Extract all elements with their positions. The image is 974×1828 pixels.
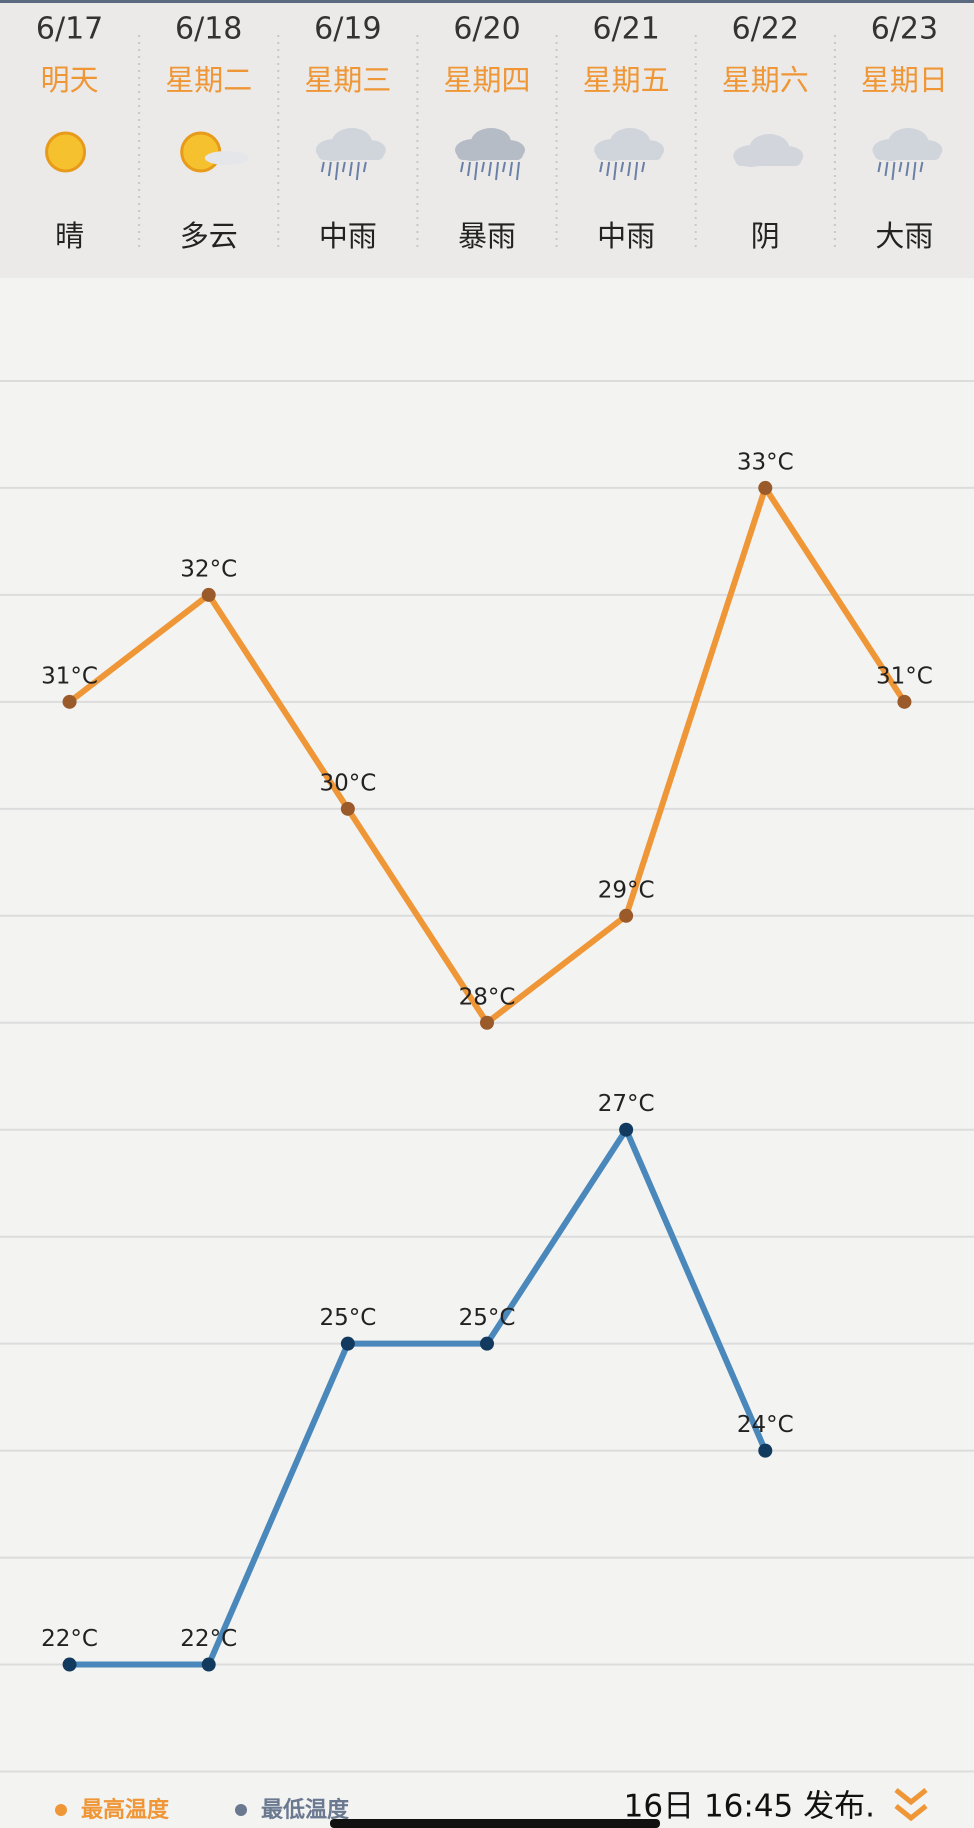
rain-drop: [516, 161, 520, 181]
rain-drop: [599, 161, 604, 173]
data-point: [897, 694, 912, 709]
rain-drop: [355, 161, 360, 181]
condition: 多云: [180, 219, 238, 253]
chart-bg: [0, 278, 974, 1828]
rain-drop: [891, 161, 896, 181]
cloud-part: [457, 148, 523, 160]
data-point: [480, 1015, 494, 1030]
home-indicator: [330, 1819, 660, 1828]
rain-drop: [606, 161, 611, 177]
more-chevron: [894, 1788, 928, 1822]
rain-drop: [481, 161, 485, 173]
data-point: [480, 1336, 494, 1351]
rain-drop: [884, 161, 889, 177]
sun-icon: [45, 131, 87, 173]
data-label: 27°C: [598, 1091, 655, 1117]
data-label: 31°C: [876, 663, 933, 689]
publish-time: 16日 16:45 发布.: [624, 1789, 875, 1825]
data-label: 22°C: [180, 1626, 237, 1652]
cloud-part: [204, 151, 249, 165]
rain-drop: [502, 161, 506, 173]
rain-drop: [467, 161, 471, 177]
rain-drop: [919, 161, 924, 173]
data-label: 25°C: [319, 1305, 376, 1331]
weekday: 星期六: [722, 63, 809, 97]
data-label: 25°C: [459, 1305, 516, 1331]
cloud-part: [596, 148, 663, 160]
data-label: 33°C: [737, 449, 794, 475]
rain-drop: [641, 161, 646, 173]
cloud-part: [317, 148, 384, 160]
rain-drop: [327, 161, 332, 177]
condition: 阴: [751, 219, 780, 253]
data-label: 24°C: [737, 1412, 794, 1438]
rain-drop: [320, 161, 325, 173]
condition: 暴雨: [458, 219, 516, 253]
legend-dot: [55, 1804, 67, 1816]
rain-drop: [634, 161, 639, 181]
condition: 中雨: [597, 219, 655, 253]
condition: 晴: [55, 219, 84, 253]
date: 6/22: [732, 12, 799, 47]
date: 6/19: [314, 12, 381, 47]
cloud-part: [874, 148, 941, 160]
condition: 大雨: [875, 219, 933, 253]
data-point: [201, 1657, 216, 1672]
data-point: [340, 801, 355, 816]
cloud-part: [735, 154, 802, 166]
rain-drop: [898, 161, 903, 173]
date: 6/20: [453, 12, 520, 47]
date: 6/23: [871, 12, 938, 47]
weekday: 星期日: [861, 63, 948, 97]
weekday: 星期五: [583, 63, 670, 97]
weekday: 明天: [41, 63, 99, 97]
rain-drop: [341, 161, 346, 173]
data-point: [619, 1122, 634, 1137]
rain-drop: [348, 161, 353, 177]
data-point: [340, 1336, 355, 1351]
rain-drop: [334, 161, 339, 181]
rain-drop: [905, 161, 910, 177]
date: 6/18: [175, 12, 242, 47]
rain-drop: [613, 161, 618, 181]
data-label: 31°C: [41, 663, 98, 689]
rain-drop: [509, 161, 513, 177]
data-point: [758, 480, 773, 495]
sun-icon: [180, 131, 222, 173]
data-point: [201, 587, 216, 602]
rain-drop: [912, 161, 917, 181]
rain-drop: [620, 161, 625, 173]
rain-drop: [877, 161, 882, 173]
rain-drop: [627, 161, 632, 177]
legend-label: 最低温度: [261, 1797, 350, 1823]
rain-drop: [495, 161, 499, 181]
data-point: [62, 694, 77, 709]
series-line: [69, 1126, 769, 1668]
top-bar: [0, 0, 974, 3]
data-label: 29°C: [598, 877, 655, 903]
weekday: 星期三: [304, 63, 391, 97]
date: 6/21: [592, 12, 659, 47]
condition: 中雨: [319, 219, 377, 253]
weekday: 星期二: [165, 63, 252, 97]
weekday: 星期四: [443, 63, 530, 97]
data-label: 32°C: [180, 556, 237, 582]
legend-label: 最高温度: [81, 1797, 170, 1823]
data-point: [619, 908, 634, 923]
date: 6/17: [36, 12, 103, 47]
data-label: 30°C: [319, 770, 376, 796]
data-point: [758, 1443, 773, 1458]
data-label: 28°C: [459, 984, 516, 1010]
legend-dot: [235, 1804, 247, 1816]
rain-drop: [488, 161, 492, 177]
data-point: [62, 1657, 77, 1672]
rain-drop: [362, 161, 367, 173]
rain-drop: [460, 161, 464, 173]
data-label: 22°C: [41, 1626, 98, 1652]
rain-drop: [474, 161, 478, 181]
